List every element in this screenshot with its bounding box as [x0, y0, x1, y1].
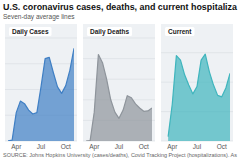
title: U.S. coronavirus cases, deaths, and curr…	[3, 2, 238, 12]
x-tick-label: Apr	[89, 143, 100, 151]
chart-root: U.S. coronavirus cases, deaths, and curr…	[0, 0, 240, 160]
x-tick-label: Apr	[11, 143, 22, 151]
marks	[168, 54, 230, 141]
grid-line	[83, 79, 155, 80]
x-tick-label: Jul	[115, 143, 124, 150]
area-fill	[8, 48, 74, 141]
panel: Apr Jul Oct Daily Deaths	[83, 24, 155, 151]
area-fill	[168, 54, 230, 141]
area-line	[86, 54, 152, 141]
x-tick-label: Jul	[37, 143, 46, 150]
panel-bg	[5, 24, 77, 141]
grid-line	[161, 52, 233, 53]
panel-title: Daily Cases	[12, 28, 49, 36]
panel-bg	[161, 24, 233, 141]
x-tick-label: Jul	[193, 143, 202, 150]
panel: Apr Jul Oct Daily Cases	[5, 24, 77, 151]
x-tick-label: Oct	[217, 143, 227, 150]
panel-bg	[83, 24, 155, 141]
grid-line	[5, 63, 77, 64]
panel-title-bg	[87, 27, 132, 36]
grid-line	[83, 38, 155, 39]
chart-svg: U.S. coronavirus cases, deaths, and curr…	[0, 0, 240, 160]
area-line	[168, 54, 230, 136]
marks	[86, 54, 152, 141]
source: SOURCE: Johns Hopkins University (cases/…	[3, 153, 238, 158]
panel-title: Current	[168, 28, 192, 35]
x-tick-label: Oct	[139, 143, 149, 150]
panel-title: Daily Deaths	[90, 28, 129, 36]
panel-title-bg	[9, 27, 52, 36]
panel-title-bg	[165, 27, 194, 36]
grid-line	[5, 38, 77, 39]
subtitle: Seven-day average lines	[3, 13, 75, 21]
grid-line	[161, 82, 233, 83]
marks	[8, 48, 74, 141]
x-tick-label: Apr	[167, 143, 178, 151]
panel: Apr Jul Oct Current	[161, 24, 233, 151]
x-tick-label: Oct	[61, 143, 71, 150]
grid-line	[83, 58, 155, 59]
area-fill	[86, 54, 152, 141]
area-line	[8, 48, 74, 141]
grid-line	[83, 99, 155, 100]
